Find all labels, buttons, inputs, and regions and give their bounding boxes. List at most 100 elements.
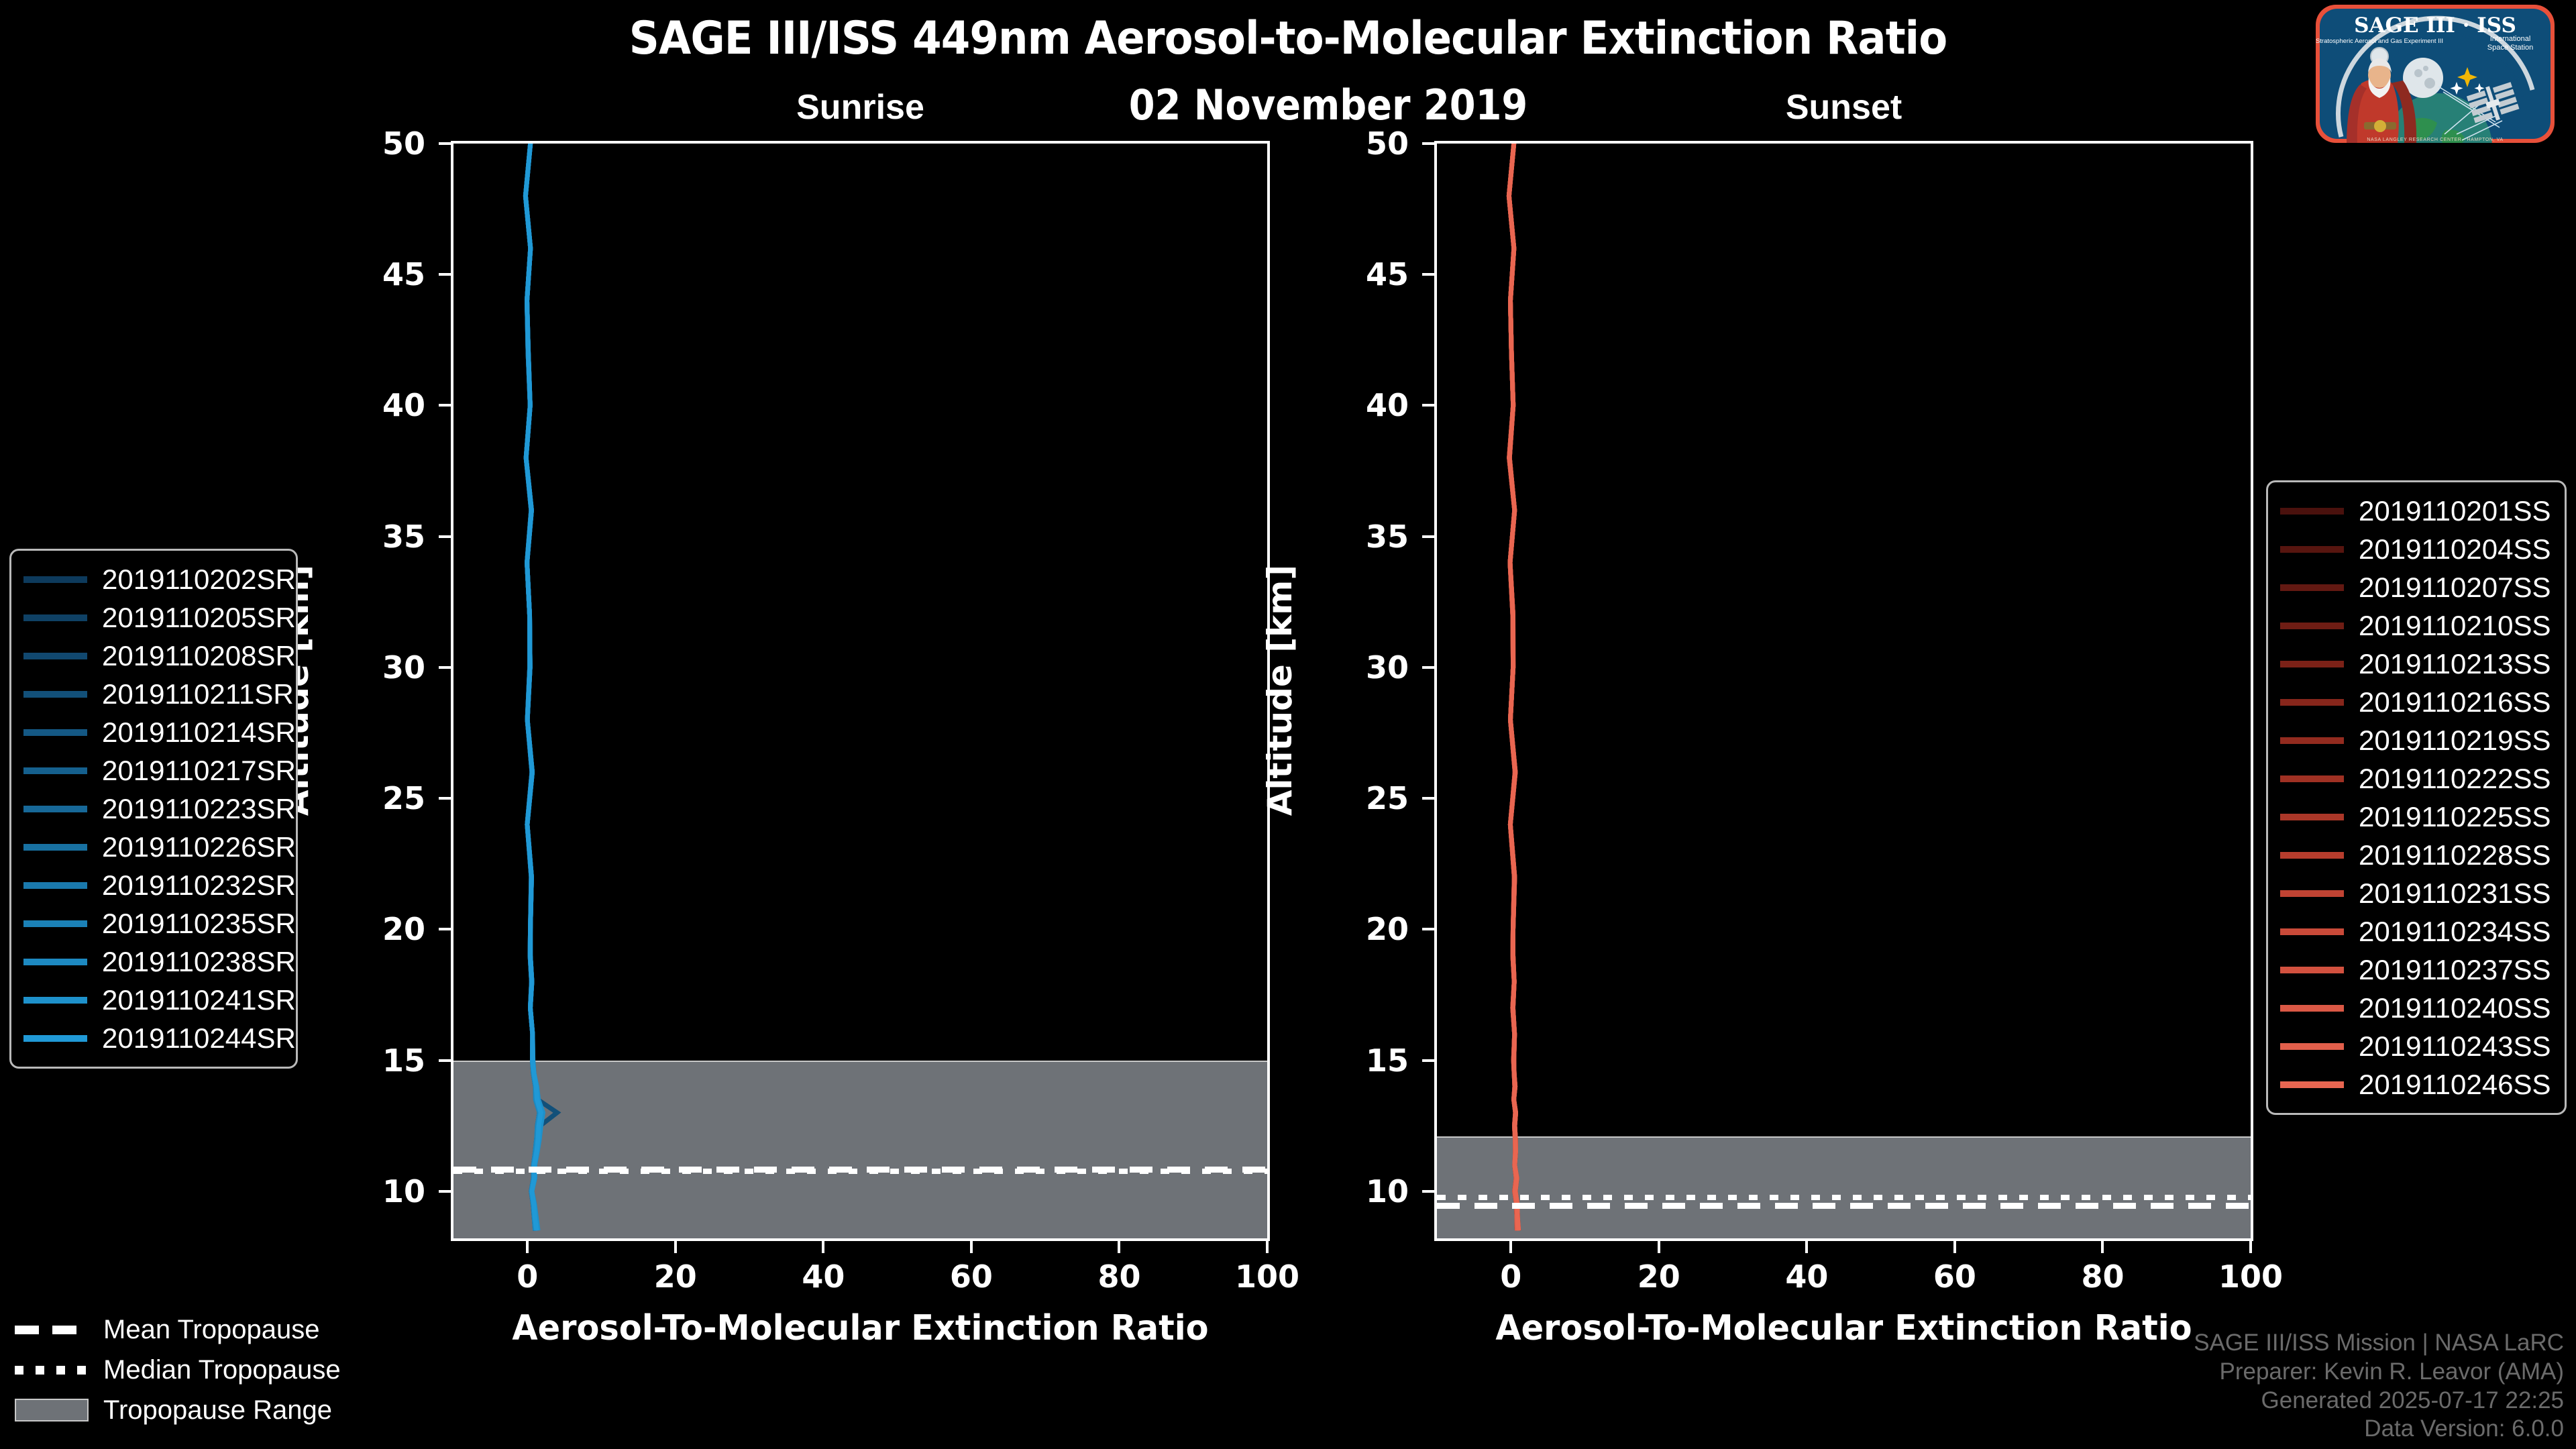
legend-sunset-item[interactable]: 2019110219SS bbox=[2280, 721, 2553, 759]
legend-color-swatch bbox=[2280, 890, 2344, 897]
legend-sunset-item[interactable]: 2019110207SS bbox=[2280, 568, 2553, 606]
legend-sunset-item[interactable]: 2019110234SS bbox=[2280, 912, 2553, 951]
tropopause-legend-marker bbox=[15, 1321, 89, 1338]
x-tick-label: 80 bbox=[1097, 1258, 1141, 1295]
y-tick-mark bbox=[1422, 404, 1434, 407]
legend-sunrise-item[interactable]: 2019110223SR bbox=[23, 790, 296, 828]
legend-sunset-item[interactable]: 2019110210SS bbox=[2280, 606, 2553, 645]
legend-sunrise-item[interactable]: 2019110208SR bbox=[23, 637, 296, 675]
legend-sunset-item[interactable]: 2019110216SS bbox=[2280, 683, 2553, 721]
x-tick-mark bbox=[2249, 1241, 2252, 1253]
page-subtitle-date: 02 November 2019 bbox=[1128, 80, 1528, 129]
legend-sunrise-item[interactable]: 2019110244SR bbox=[23, 1019, 296, 1057]
legend-item-label: 2019110232SR bbox=[102, 869, 296, 901]
legend-sunrise-item[interactable]: 2019110217SR bbox=[23, 751, 296, 790]
tropopause-legend-label: Mean Tropopause bbox=[103, 1314, 320, 1344]
legend-color-swatch bbox=[2280, 507, 2344, 515]
tropopause-range-band bbox=[1437, 1136, 2251, 1238]
y-tick-label: 20 bbox=[382, 911, 425, 948]
legend-sunset-item[interactable]: 2019110243SS bbox=[2280, 1027, 2553, 1065]
y-tick-mark bbox=[1422, 1189, 1434, 1193]
legend-sunrise-item[interactable]: 2019110214SR bbox=[23, 713, 296, 751]
y-tick-label: 40 bbox=[1365, 387, 1409, 424]
legend-color-swatch bbox=[23, 652, 87, 659]
legend-item-label: 2019110222SS bbox=[2359, 762, 2551, 794]
legend-color-swatch bbox=[2280, 813, 2344, 820]
median-tropopause-line bbox=[1437, 1195, 2251, 1201]
x-tick-label: 60 bbox=[949, 1258, 993, 1295]
legend-item-label: 2019110214SR bbox=[102, 716, 296, 748]
legend-color-swatch bbox=[23, 996, 87, 1004]
x-axis-label: Aerosol-To-Molecular Extinction Ratio bbox=[512, 1308, 1209, 1348]
legend-item-label: 2019110202SR bbox=[102, 563, 296, 595]
x-tick-mark bbox=[526, 1241, 529, 1253]
legend-color-swatch bbox=[2280, 851, 2344, 859]
legend-sunrise-item[interactable]: 2019110232SR bbox=[23, 866, 296, 904]
legend-item-label: 2019110237SS bbox=[2359, 953, 2551, 985]
marker-glyph bbox=[15, 1326, 89, 1334]
legend-item-label: 2019110204SS bbox=[2359, 533, 2551, 565]
page-title: SAGE III/ISS 449nm Aerosol-to-Molecular … bbox=[629, 12, 1947, 65]
x-tick-mark bbox=[1266, 1241, 1269, 1253]
x-tick-label: 80 bbox=[2081, 1258, 2125, 1295]
x-tick-label: 100 bbox=[1234, 1258, 1300, 1295]
logo-subtitle-left: Stratospheric Aerosol and Gas Experiment… bbox=[2316, 38, 2443, 45]
x-tick-label: 40 bbox=[1785, 1258, 1829, 1295]
x-axis-label: Aerosol-To-Molecular Extinction Ratio bbox=[1495, 1308, 2192, 1348]
x-tick-mark bbox=[1953, 1241, 1956, 1253]
logo-ring-text: NASA LANGLEY RESEARCH CENTER · HAMPTON, … bbox=[2367, 138, 2503, 142]
legend-sunset-item[interactable]: 2019110222SS bbox=[2280, 759, 2553, 798]
legend-color-swatch bbox=[23, 690, 87, 698]
series-line bbox=[523, 144, 543, 1231]
legend-color-swatch bbox=[23, 729, 87, 736]
legend-color-swatch bbox=[23, 576, 87, 583]
legend-sunrise-item[interactable]: 2019110238SR bbox=[23, 943, 296, 981]
legend-sunset-item[interactable]: 2019110240SS bbox=[2280, 989, 2553, 1027]
legend-sunrise-item[interactable]: 2019110226SR bbox=[23, 828, 296, 866]
legend-sunrise-item[interactable]: 2019110202SR bbox=[23, 560, 296, 598]
y-tick-mark bbox=[1422, 665, 1434, 669]
legend-sunrise-item[interactable]: 2019110205SR bbox=[23, 598, 296, 637]
legend-sunset-item[interactable]: 2019110231SS bbox=[2280, 874, 2553, 912]
legend-item-label: 2019110216SS bbox=[2359, 686, 2551, 718]
y-tick-mark bbox=[1422, 928, 1434, 931]
plot-panel-sunrise bbox=[451, 141, 1270, 1241]
x-tick-label: 100 bbox=[2218, 1258, 2284, 1295]
tropopause-legend-item[interactable]: Median Tropopause bbox=[15, 1350, 364, 1390]
x-tick-mark bbox=[1118, 1241, 1121, 1253]
legend-item-label: 2019110207SS bbox=[2359, 571, 2551, 603]
legend-sunset-item[interactable]: 2019110204SS bbox=[2280, 530, 2553, 568]
y-tick-mark bbox=[439, 1189, 451, 1193]
y-axis-label: Altitude [km] bbox=[1260, 564, 1299, 816]
y-tick-mark bbox=[439, 928, 451, 931]
y-tick-label: 45 bbox=[382, 256, 425, 293]
x-tick-mark bbox=[1657, 1241, 1660, 1253]
legend-color-swatch bbox=[2280, 584, 2344, 591]
plot-panel-sunset bbox=[1434, 141, 2253, 1241]
legend-item-label: 2019110234SS bbox=[2359, 915, 2551, 947]
legend-sunset-item[interactable]: 2019110201SS bbox=[2280, 492, 2553, 530]
y-tick-label: 15 bbox=[382, 1042, 425, 1079]
legend-item-label: 2019110219SS bbox=[2359, 724, 2551, 756]
legend-sunset-item[interactable]: 2019110225SS bbox=[2280, 798, 2553, 836]
legend-sunset-item[interactable]: 2019110237SS bbox=[2280, 951, 2553, 989]
legend-color-swatch bbox=[2280, 545, 2344, 553]
legend-item-label: 2019110211SR bbox=[102, 678, 294, 710]
tropopause-legend-item[interactable]: Tropopause Range bbox=[15, 1390, 364, 1430]
x-tick-mark bbox=[2101, 1241, 2104, 1253]
tropopause-legend-item[interactable]: Mean Tropopause bbox=[15, 1309, 364, 1350]
legend-sunset-item[interactable]: 2019110228SS bbox=[2280, 836, 2553, 874]
legend-item-label: 2019110208SR bbox=[102, 639, 296, 672]
legend-sunset-item[interactable]: 2019110213SS bbox=[2280, 645, 2553, 683]
legend-color-swatch bbox=[23, 920, 87, 927]
y-tick-mark bbox=[439, 797, 451, 800]
legend-color-swatch bbox=[2280, 698, 2344, 706]
legend-sunrise-item[interactable]: 2019110235SR bbox=[23, 904, 296, 943]
y-tick-mark bbox=[1422, 273, 1434, 276]
legend-sunrise-item[interactable]: 2019110211SR bbox=[23, 675, 294, 713]
legend-color-swatch bbox=[2280, 775, 2344, 782]
x-tick-label: 60 bbox=[1933, 1258, 1976, 1295]
y-tick-label: 50 bbox=[382, 125, 425, 162]
legend-sunrise-item[interactable]: 2019110241SR bbox=[23, 981, 296, 1019]
legend-sunset-item[interactable]: 2019110246SS bbox=[2280, 1065, 2553, 1104]
